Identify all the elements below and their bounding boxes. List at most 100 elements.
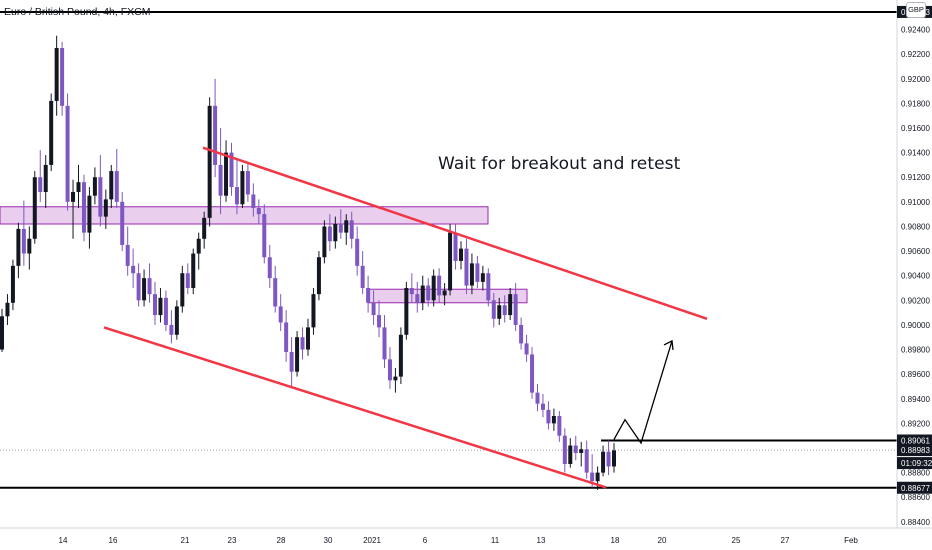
candle <box>382 315 387 368</box>
candle-body <box>513 294 518 325</box>
candle-body <box>606 451 611 467</box>
candle <box>142 269 147 307</box>
candle-body <box>519 324 524 344</box>
price-tick-label: 0.89600 <box>901 370 930 379</box>
candle-body <box>191 253 196 288</box>
candle-body <box>295 337 300 372</box>
candle <box>262 204 267 264</box>
candle-body <box>38 177 43 192</box>
candle <box>284 310 289 362</box>
candle-body <box>491 300 496 319</box>
candle-body <box>409 288 414 295</box>
candle-body <box>612 450 616 467</box>
candle-body <box>584 449 589 473</box>
candle-body <box>21 228 26 254</box>
candle <box>475 256 480 288</box>
projection-path <box>613 340 673 445</box>
candle <box>327 214 332 252</box>
candle-body <box>349 220 354 239</box>
price-label-text: 0.89061 <box>901 436 930 445</box>
candle <box>273 265 278 313</box>
candle <box>579 441 584 467</box>
candle <box>229 142 234 196</box>
candle <box>519 317 524 350</box>
candle-body <box>316 257 321 295</box>
price-tick-label: 0.89200 <box>901 419 930 428</box>
candle <box>557 411 562 442</box>
price-tick-label: 0.91600 <box>901 124 930 133</box>
candle-body <box>120 201 125 245</box>
candle-body <box>300 337 305 350</box>
time-tick-label: 16 <box>109 536 118 545</box>
price-tick-label: 0.91400 <box>901 149 930 158</box>
time-tick-label: 13 <box>537 536 546 545</box>
candle <box>245 162 250 202</box>
candle-body <box>557 416 562 436</box>
price-label-text: 0.88677 <box>901 484 930 493</box>
candle <box>289 337 294 387</box>
candle-body <box>43 164 48 192</box>
candle-body <box>601 451 606 473</box>
candle-body <box>256 208 261 215</box>
candle <box>508 288 513 320</box>
candle <box>98 155 103 227</box>
candle <box>316 251 321 301</box>
candle-body <box>426 285 431 301</box>
candle <box>431 269 436 307</box>
time-tick-label: 23 <box>228 536 237 545</box>
price-tick-label: 0.92200 <box>901 50 930 59</box>
candle-body <box>284 322 289 352</box>
candle <box>338 209 343 239</box>
candle-body <box>49 100 54 165</box>
chart-title: Euro / British Pound, 4h, FXCM <box>4 6 151 18</box>
candle-body <box>218 164 223 196</box>
candle <box>43 155 48 208</box>
candle-body <box>524 343 529 355</box>
price-label-text: 01:09:32 <box>901 459 932 468</box>
candle <box>426 278 431 307</box>
candle <box>409 273 414 303</box>
candle-body <box>92 177 97 196</box>
candle-body <box>76 182 81 192</box>
candle-body <box>502 305 507 316</box>
price-tick-label: 0.91000 <box>901 198 930 207</box>
time-tick-label: 28 <box>277 536 286 545</box>
candle <box>224 140 229 202</box>
candle <box>202 211 207 249</box>
candle <box>169 310 174 344</box>
candle-body <box>60 48 65 106</box>
candle-body <box>415 294 420 303</box>
candle-body <box>508 294 513 316</box>
candle <box>573 435 578 461</box>
candle-body <box>71 192 76 202</box>
candle-body <box>453 232 458 261</box>
candle <box>491 292 496 328</box>
projection-arrowhead <box>663 339 674 350</box>
candle-body <box>251 194 256 208</box>
candle-body <box>278 306 283 323</box>
candle <box>0 308 4 352</box>
candle <box>5 294 10 325</box>
candle-body <box>158 297 163 316</box>
candle <box>251 183 256 217</box>
candle <box>147 263 152 303</box>
candle <box>76 164 81 208</box>
candle <box>513 283 518 332</box>
candle <box>524 334 529 362</box>
candle-body <box>387 359 392 381</box>
candle-body <box>469 263 474 286</box>
candle-body <box>207 105 212 218</box>
candle-body <box>202 217 207 239</box>
price-label: 0.88677 <box>897 481 932 494</box>
candle <box>497 297 502 325</box>
candle <box>103 189 108 229</box>
time-tick-label: 6 <box>423 536 428 545</box>
candle <box>530 347 535 399</box>
time-axis[interactable]: 14 16 21 23 28 30 2021 6 11 13 18 20 25 27 Feb <box>0 527 932 545</box>
candle-body <box>27 238 32 254</box>
candle <box>366 275 371 313</box>
candle-body <box>87 195 92 233</box>
candle-body <box>32 177 37 239</box>
currency-badge[interactable]: GBP <box>906 2 926 18</box>
